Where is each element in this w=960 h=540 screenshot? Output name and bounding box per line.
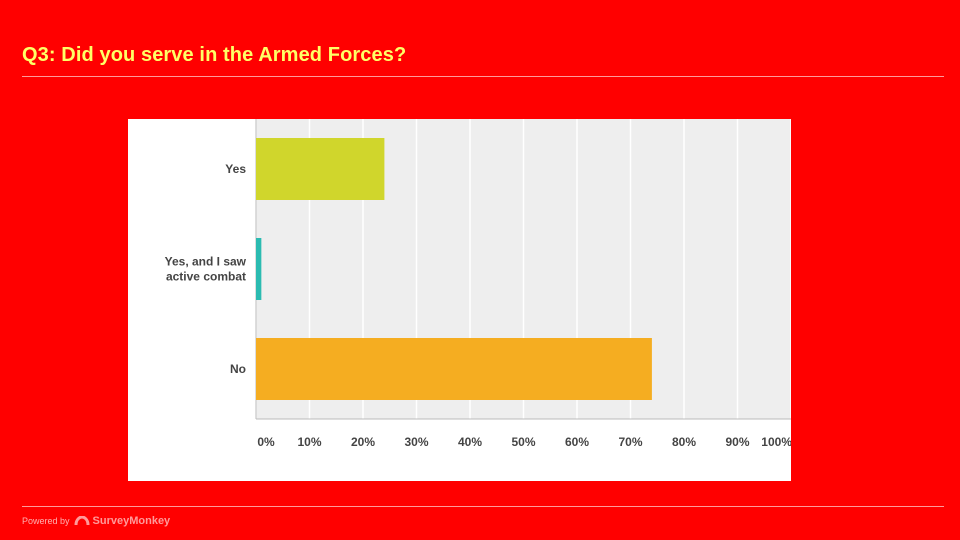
surveymonkey-logo: SurveyMonkey — [74, 515, 171, 527]
title-divider — [22, 76, 944, 77]
x-tick-label: 90% — [725, 435, 749, 449]
category-label-line: active combat — [166, 270, 246, 284]
powered-by-text: Powered by — [22, 516, 70, 526]
x-tick-label: 60% — [565, 435, 589, 449]
monkey-icon — [74, 516, 90, 526]
category-label-line: No — [230, 362, 246, 376]
category-label: Yes — [225, 162, 246, 176]
footer-divider — [22, 506, 944, 507]
x-tick-label: 0% — [257, 435, 275, 449]
category-label: Yes, and I saw active combat — [165, 255, 247, 284]
category-label-line: Yes, and I saw — [165, 255, 247, 269]
x-tick-label: 40% — [458, 435, 482, 449]
x-tick-label: 10% — [297, 435, 321, 449]
x-tick-label: 50% — [511, 435, 535, 449]
category-label-line: Yes — [225, 162, 246, 176]
bar-chart: Yes Yes, and I saw active combat No 0% 10% 20%… — [165, 119, 791, 449]
bar — [256, 238, 262, 300]
bar — [256, 338, 652, 400]
x-tick-label: 30% — [404, 435, 428, 449]
chart-panel: Yes Yes, and I saw active combat No 0% 10% 20%… — [128, 119, 791, 481]
category-label: No — [230, 362, 246, 376]
x-tick-label: 20% — [351, 435, 375, 449]
slide-title: Q3: Did you serve in the Armed Forces? — [22, 44, 407, 66]
x-tick-label: 70% — [618, 435, 642, 449]
brand-name: SurveyMonkey — [92, 515, 171, 527]
bar — [256, 138, 385, 200]
x-tick-label: 80% — [672, 435, 696, 449]
x-tick-label: 100% — [761, 435, 791, 449]
footer: Powered by SurveyMonkey — [22, 515, 170, 527]
